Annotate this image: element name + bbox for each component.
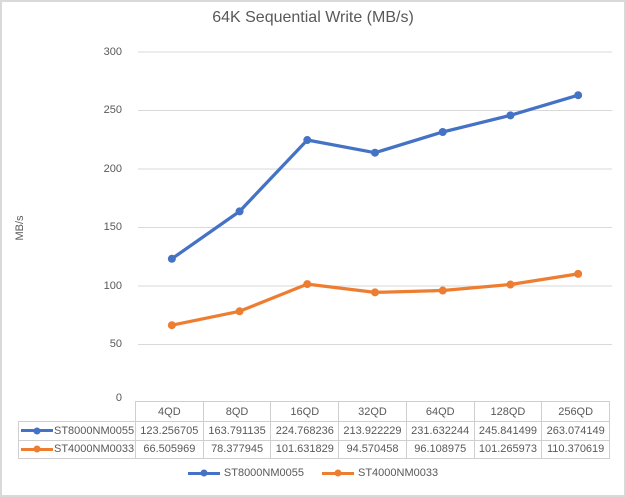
table-value-cell: 110.370619 [542,440,610,459]
series-line [170,272,580,327]
data-point-marker [574,269,583,278]
data-point-marker [438,286,447,295]
table-header-cell: 8QD [203,401,272,422]
table-value-cell: 101.631829 [271,440,340,459]
series-name: ST4000NM0033 [54,443,135,456]
data-point-marker [235,307,244,316]
table-value-cell: 245.841499 [474,422,543,441]
table-header-cell: 32QD [339,401,407,422]
table-value-cell: 123.256705 [136,422,204,441]
series-ST8000NM0055[interactable] [167,91,583,263]
series-name: ST8000NM0055 [54,424,135,437]
table-series-name-cell: ST4000NM0033 [18,440,136,459]
table-value-cell: 231.632244 [406,422,475,441]
data-point-marker [303,280,312,289]
series-key-icon [187,468,220,478]
table-value-cell: 224.768236 [271,422,340,441]
table-value-cell: 163.791135 [203,422,272,441]
legend-item[interactable]: ST4000NM0033 [322,467,438,479]
data-point-marker [506,280,515,289]
y-tick-label: 250 [103,104,122,116]
series-key-icon [21,426,53,436]
y-axis-title: MB/s [14,215,26,241]
y-tick-label: 150 [103,221,122,233]
data-point-marker [303,136,312,145]
legend-label: ST8000NM0055 [223,467,304,479]
data-point-marker [167,321,176,330]
legend: ST8000NM0055 ST4000NM0033 [2,464,624,482]
table-series-name-cell: ST8000NM0055 [18,422,136,441]
y-tick-label: 50 [109,338,122,350]
table-value-cell: 263.074149 [542,422,610,441]
data-point-marker [506,111,515,120]
table-value-cell: 96.108975 [406,440,475,459]
data-point-marker [438,127,447,136]
data-point-marker [574,91,583,100]
table-header-cell: 4QD [136,401,204,422]
table-corner-cell [18,401,136,422]
table-header-cell: 16QD [271,401,340,422]
table-header-cell: 128QD [474,401,543,422]
table-header-cell: 64QD [406,401,475,422]
table-value-cell: 101.265973 [474,440,543,459]
y-tick-label: 300 [103,45,122,58]
series-key-icon [21,444,53,454]
y-tick-label: 0 [115,391,122,404]
legend-label: ST4000NM0033 [358,467,439,479]
y-tick-label: 100 [103,279,122,292]
table-value-cell: 66.505969 [136,440,204,459]
data-point-marker [371,288,379,297]
table-value-cell: 213.922229 [339,422,407,441]
data-point-marker [235,207,244,216]
legend-item[interactable]: ST8000NM0055 [187,467,304,479]
y-tick-label: 200 [103,162,122,175]
series-line [170,93,580,261]
data-point-marker [167,254,176,263]
series-ST4000NM0033[interactable] [167,269,583,330]
chart-title[interactable]: 64K Sequential Write (MB/s) [212,9,414,26]
table-value-cell: 94.570458 [339,440,407,459]
table-value-cell: 78.377945 [203,440,272,459]
table-header-cell: 256QD [542,401,610,422]
data-table: 4QD 8QD 16QD 32QD 64QD 128QD 256QD ST8000NM0055… [18,401,610,459]
series-key-icon [322,468,354,478]
data-point-marker [371,148,379,157]
